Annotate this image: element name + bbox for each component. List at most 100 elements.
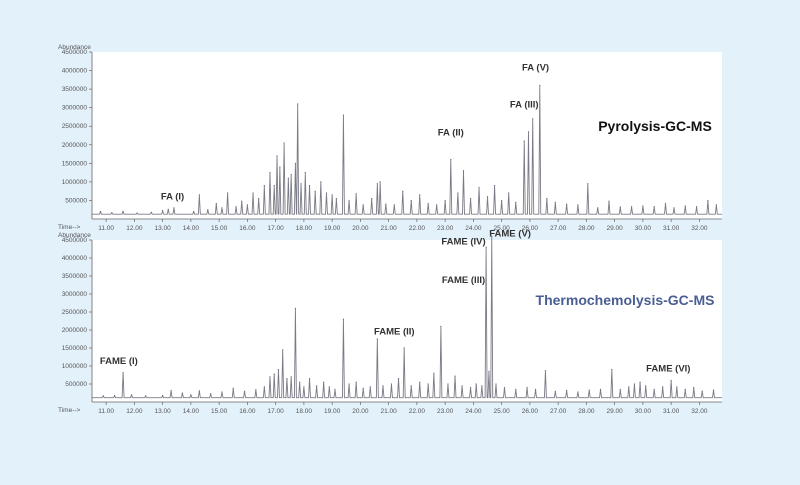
y-tick-label: 3500000 xyxy=(62,273,88,280)
peak-point xyxy=(331,194,333,196)
peak-point xyxy=(308,378,311,380)
peak-point xyxy=(670,379,672,381)
peak-point xyxy=(255,389,257,391)
peak-annotation: FAME (II) xyxy=(374,327,415,338)
peak-annotation: FAME (IV) xyxy=(441,236,485,247)
peak-point xyxy=(335,197,337,200)
peak-point xyxy=(273,373,275,375)
x-tick-label: 24.00 xyxy=(465,225,482,232)
peak-point xyxy=(481,385,483,387)
peak-point xyxy=(355,381,357,383)
peak-point xyxy=(207,209,209,211)
y-tick-label: 3000000 xyxy=(62,105,88,112)
y-tick-label: 2000000 xyxy=(62,327,88,334)
peak-point xyxy=(645,385,647,387)
chart-title: Pyrolysis-GC-MS xyxy=(598,118,712,134)
peak-annotation: FAME (I) xyxy=(100,356,138,367)
peak-point xyxy=(299,381,301,383)
peak-annotation: FA (I) xyxy=(161,192,184,203)
peak-point xyxy=(527,131,530,133)
peak-point xyxy=(653,206,655,208)
x-tick-label: 21.00 xyxy=(380,225,397,232)
peak-point xyxy=(243,390,246,392)
x-tick-label: 29.00 xyxy=(607,408,624,415)
x-axis-label: Time--> xyxy=(58,224,81,231)
peak-point xyxy=(410,385,412,387)
peak-point xyxy=(523,140,525,142)
plot-area xyxy=(92,52,722,219)
peak-point xyxy=(608,200,610,202)
peak-point xyxy=(478,186,480,189)
peak-annotation: FAME (VI) xyxy=(646,363,690,374)
peak-point xyxy=(342,114,345,116)
peak-point xyxy=(315,385,318,387)
peak-point xyxy=(342,318,345,320)
peak-point xyxy=(684,205,686,207)
peak-point xyxy=(277,369,280,371)
peak-point xyxy=(619,388,621,390)
x-tick-label: 15.00 xyxy=(211,225,228,232)
peak-point xyxy=(314,190,316,192)
peak-point xyxy=(566,203,568,205)
peak-point xyxy=(111,212,113,214)
y-tick-label: 3000000 xyxy=(62,291,88,298)
peak-point xyxy=(503,387,506,389)
peak-point xyxy=(475,383,477,385)
peak-annotation: FA (II) xyxy=(438,128,464,139)
peak-point xyxy=(515,201,517,203)
peak-point xyxy=(491,235,493,237)
peak-point xyxy=(662,386,664,388)
x-tick-label: 31.00 xyxy=(663,408,680,415)
peak-point xyxy=(619,206,621,208)
peak-point xyxy=(587,183,589,185)
peak-point xyxy=(444,199,446,202)
peak-point xyxy=(653,388,655,390)
peak-point xyxy=(190,394,192,396)
x-tick-label: 21.00 xyxy=(380,408,397,415)
peak-point xyxy=(469,387,472,389)
peak-point xyxy=(150,211,152,213)
peak-point xyxy=(198,194,200,196)
peak-point xyxy=(715,204,717,206)
peak-point xyxy=(136,212,138,214)
x-tick-label: 18.00 xyxy=(296,408,313,415)
peak-point xyxy=(554,390,556,392)
x-tick-label: 13.00 xyxy=(154,408,171,415)
peak-point xyxy=(485,246,487,248)
peak-point xyxy=(664,202,667,205)
peak-point xyxy=(447,383,449,385)
peak-point xyxy=(376,338,378,340)
peak-point xyxy=(355,193,357,195)
peak-point xyxy=(290,173,292,176)
x-tick-label: 25.00 xyxy=(494,225,511,232)
x-tick-label: 23.00 xyxy=(437,408,454,415)
x-axis-label: Time--> xyxy=(58,407,81,414)
peak-point xyxy=(290,376,292,378)
peak-point xyxy=(283,142,285,144)
x-tick-label: 32.00 xyxy=(691,225,708,232)
peak-annotation: FAME (V) xyxy=(489,228,531,239)
peak-point xyxy=(258,197,260,200)
y-tick-label: 4000000 xyxy=(62,255,88,262)
peak-point xyxy=(382,385,384,387)
peak-point xyxy=(279,166,281,168)
x-tick-label: 17.00 xyxy=(267,408,284,415)
peak-point xyxy=(263,386,265,388)
peak-point xyxy=(348,383,350,385)
x-tick-label: 11.00 xyxy=(98,225,114,232)
x-tick-label: 28.00 xyxy=(578,408,595,415)
peak-point xyxy=(539,84,541,86)
peak-point xyxy=(440,325,442,327)
peak-point xyxy=(707,199,709,202)
peak-point xyxy=(181,392,184,394)
peak-point xyxy=(462,170,465,172)
y-tick-label: 1500000 xyxy=(62,345,88,352)
x-tick-label: 23.00 xyxy=(437,225,454,232)
peak-point xyxy=(427,202,429,205)
peak-point xyxy=(303,386,305,388)
plot-area xyxy=(92,240,722,402)
peak-point xyxy=(633,383,636,385)
peak-point xyxy=(597,207,599,209)
peak-point xyxy=(294,307,297,309)
peak-point xyxy=(628,386,630,388)
